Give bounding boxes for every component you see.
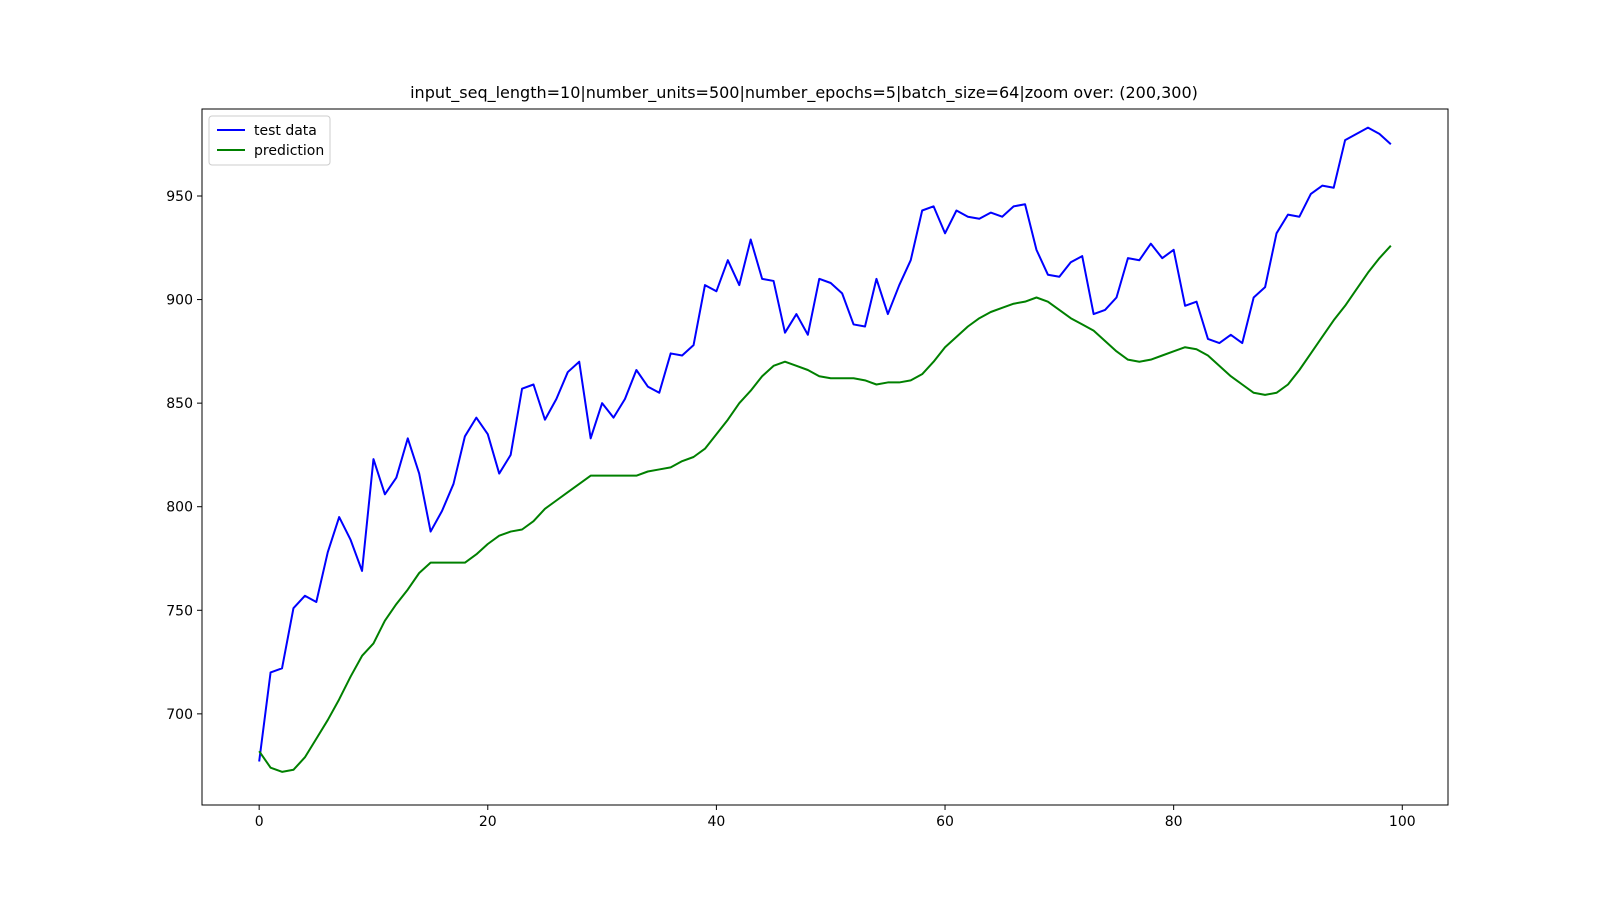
x-axis: 0 20 40 60 80 100 (255, 805, 1416, 830)
y-tick-label: 700 (166, 707, 193, 723)
y-axis: 700 750 800 850 900 950 (166, 189, 202, 723)
legend-item-prediction[interactable]: prediction (217, 143, 324, 159)
legend-label: test data (254, 123, 317, 139)
x-tick-label: 80 (1165, 814, 1183, 830)
plot-frame (201, 108, 1449, 806)
y-tick-label: 750 (166, 603, 193, 619)
x-tick-label: 0 (255, 814, 264, 830)
y-tick-label: 900 (166, 293, 193, 309)
x-tick-label: 20 (479, 814, 497, 830)
x-tick-label: 100 (1389, 814, 1416, 830)
legend[interactable]: test data prediction (208, 115, 331, 166)
series-layer (258, 126, 1392, 773)
series-line-test-data (258, 126, 1392, 762)
chart-title: input_seq_length=10|number_units=500|num… (410, 83, 1198, 103)
legend-item-test-data[interactable]: test data (217, 123, 317, 139)
y-tick-label: 950 (166, 189, 193, 205)
x-tick-label: 60 (936, 814, 954, 830)
y-tick-label: 850 (166, 396, 193, 412)
y-tick-label: 800 (166, 500, 193, 516)
series-line-prediction (258, 245, 1392, 773)
x-tick-label: 40 (707, 814, 725, 830)
legend-label: prediction (254, 143, 324, 159)
legend-box (208, 115, 331, 166)
